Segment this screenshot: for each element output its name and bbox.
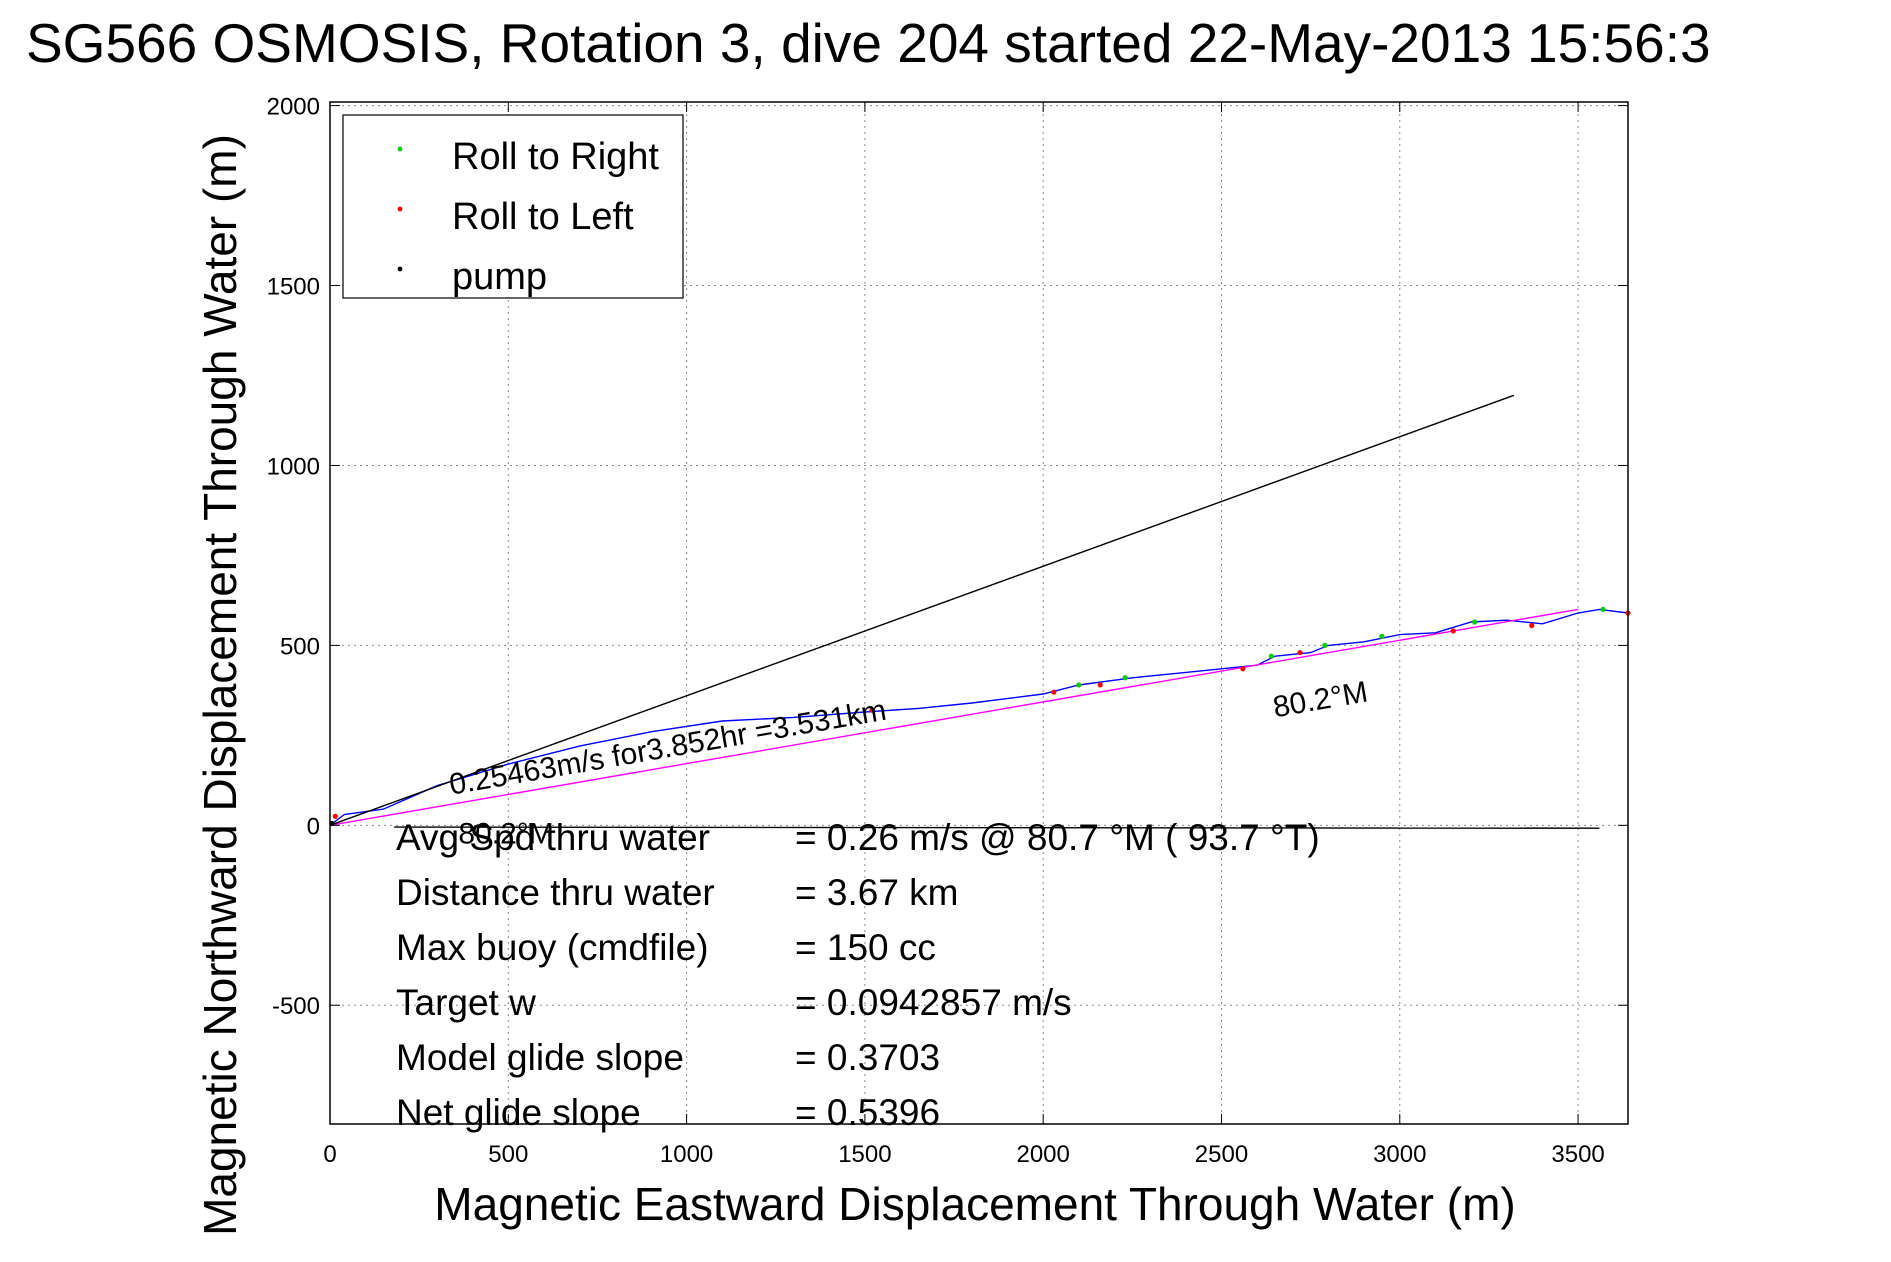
y-tick-label-2: 500 [280, 633, 320, 660]
y-tick-label-4: 1500 [267, 274, 320, 301]
marker-left-0 [332, 813, 338, 819]
marker-left-7 [1529, 622, 1535, 629]
marker-right-4 [1379, 633, 1385, 639]
marker-left-3 [1097, 682, 1103, 688]
x-axis-label: Magnetic Eastward Displacement Through W… [434, 1178, 1515, 1230]
legend-marker-2 [397, 266, 403, 272]
x-tick-label-2: 1000 [660, 1141, 713, 1168]
x-tick-label-1: 500 [488, 1141, 528, 1168]
series-line-2 [329, 394, 1515, 826]
stat-label-2: Max buoy (cmdfile) [396, 927, 709, 968]
marker-right-1 [1122, 675, 1128, 681]
marker-left-6 [1450, 628, 1456, 634]
stat-label-1: Distance thru water [396, 872, 715, 913]
marker-right-6 [1600, 606, 1606, 613]
y-tick-label-5: 2000 [267, 94, 320, 121]
legend: Roll to Right Roll to Left pump [342, 114, 684, 299]
x-tick-label-3: 1500 [838, 1141, 891, 1168]
marker-right-5 [1472, 619, 1478, 625]
x-tick-label-5: 2500 [1195, 1141, 1248, 1168]
annotation-1: 80.2°M [458, 817, 553, 850]
stat-value-2: = 150 cc [795, 927, 936, 968]
marker-left-4 [1240, 666, 1246, 672]
marker-right-3 [1322, 642, 1328, 648]
stats-panel: Avg Spd thru water = 0.26 m/s @ 80.7 °M (… [396, 817, 1320, 1133]
x-tick-label-7: 3500 [1551, 1141, 1604, 1168]
marker-left-5 [1297, 649, 1303, 656]
stat-label-4: Model glide slope [396, 1037, 684, 1078]
legend-label-2: pump [452, 256, 547, 298]
y-axis-label: Magnetic Northward Displacement Through … [194, 134, 246, 1236]
y-tick-label-0: -500 [272, 993, 320, 1020]
legend-marker-1 [397, 206, 403, 212]
stat-value-0: = 0.26 m/s @ 80.7 °M ( 93.7 °T) [795, 817, 1320, 858]
legend-marker-0 [397, 146, 403, 152]
marker-left-2 [1051, 689, 1057, 695]
series-line-3 [394, 826, 1600, 829]
y-tick-label-3: 1000 [267, 453, 320, 480]
legend-label-0: Roll to Right [452, 136, 659, 178]
stat-label-0: Avg Spd thru water [396, 817, 710, 858]
chart-title: SG566 OSMOSIS, Rotation 3, dive 204 star… [26, 12, 1711, 74]
marker-left-1 [869, 707, 875, 713]
axes [329, 101, 1629, 1125]
x-tick-label-0: 0 [323, 1141, 336, 1168]
x-tick-label-4: 2000 [1016, 1141, 1069, 1168]
series-line-1 [329, 608, 1579, 826]
stat-label-5: Net glide slope [396, 1092, 641, 1133]
marker-right-0 [1076, 682, 1082, 688]
stat-value-5: = 0.5396 [795, 1092, 940, 1133]
x-tick-label-6: 3000 [1373, 1141, 1426, 1168]
tick-labels: 0 500 1000 1500 2000 2500 3000 3500 -500 0 500 1000… [267, 94, 1628, 1168]
legend-label-1: Roll to Left [452, 196, 634, 238]
stat-value-4: = 0.3703 [795, 1037, 940, 1078]
stat-value-3: = 0.0942857 m/s [795, 982, 1072, 1023]
stat-label-3: Target w [396, 982, 536, 1023]
axes-frame [329, 101, 1629, 1125]
stat-value-1: = 3.67 km [795, 872, 959, 913]
marker-right-2 [1268, 653, 1275, 659]
y-tick-label-1: 0 [307, 813, 320, 840]
